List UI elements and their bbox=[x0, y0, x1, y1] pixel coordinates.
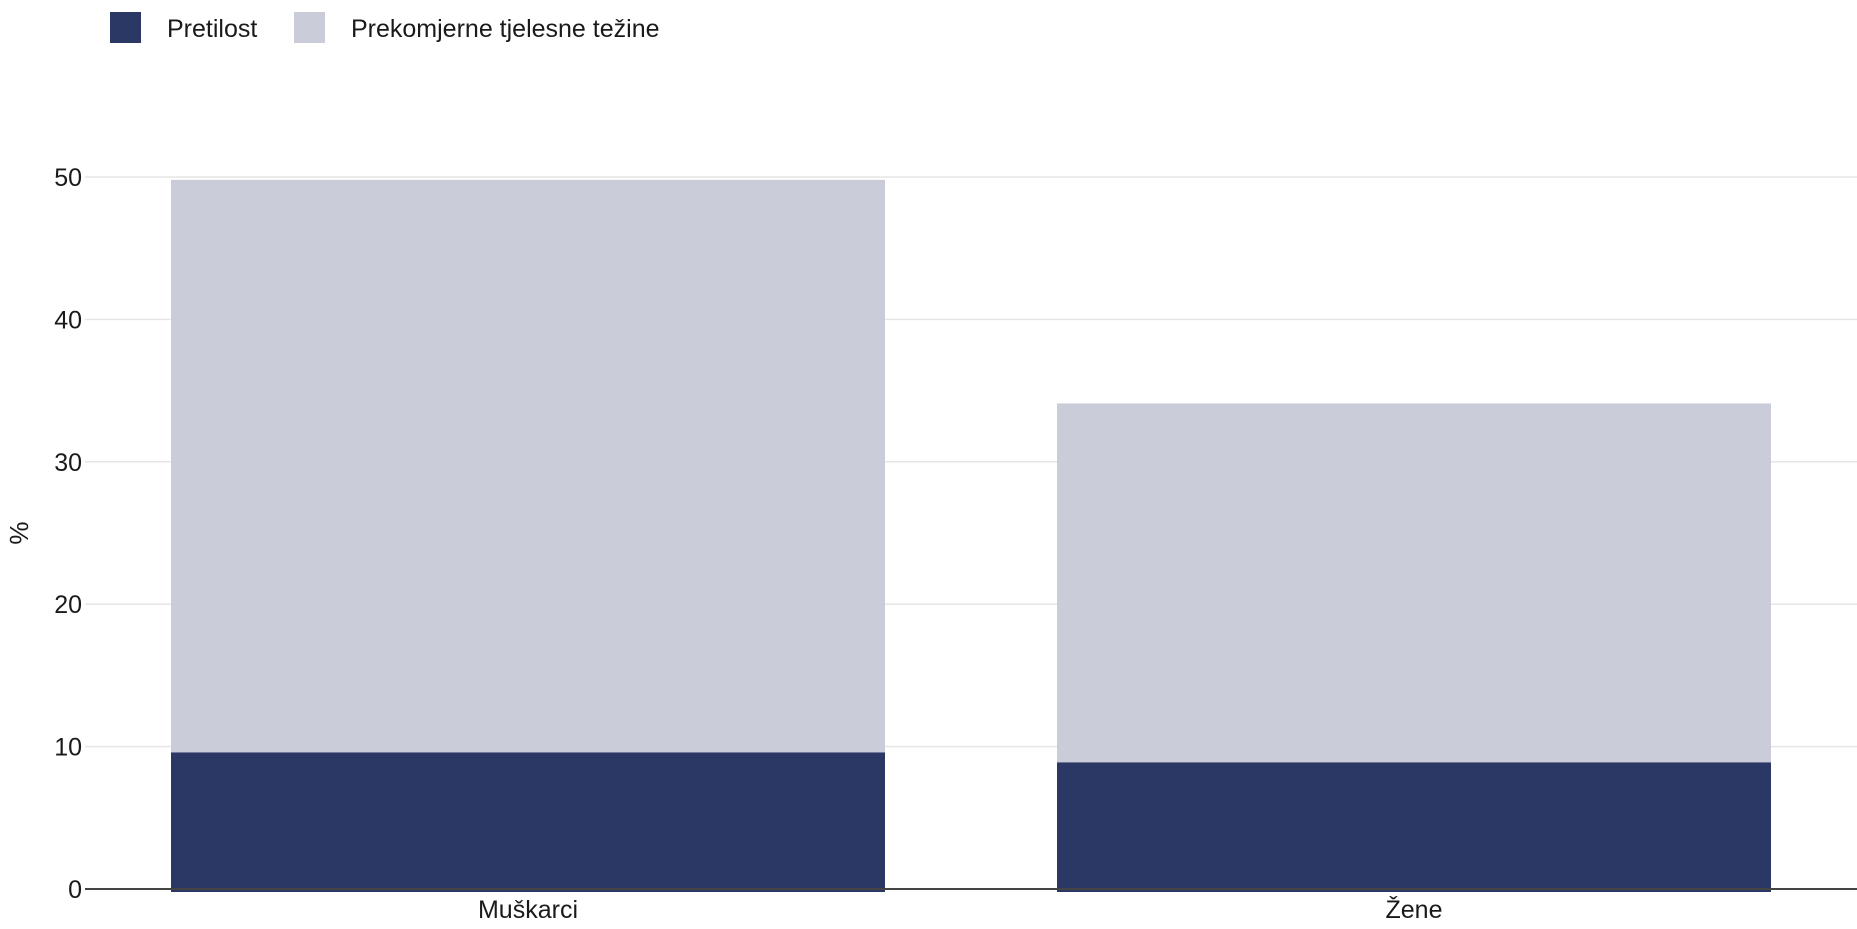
x-tick-label: Žene bbox=[1386, 895, 1443, 924]
y-axis-title: % bbox=[4, 521, 34, 544]
bar-segment bbox=[1057, 403, 1771, 763]
y-tick-label: 30 bbox=[54, 449, 82, 477]
bars bbox=[171, 179, 1771, 892]
y-tick-label: 20 bbox=[54, 591, 82, 619]
legend-swatch bbox=[294, 12, 325, 43]
y-tick-label: 50 bbox=[54, 164, 82, 192]
legend-swatch bbox=[110, 12, 141, 43]
legend-label: Prekomjerne tjelesne težine bbox=[351, 15, 660, 43]
legend: Pretilost Prekomjerne tjelesne težine bbox=[110, 12, 660, 43]
legend-label: Pretilost bbox=[167, 15, 257, 43]
bar-segment bbox=[171, 752, 885, 892]
y-tick-label: 0 bbox=[68, 876, 82, 904]
bar-segment bbox=[171, 179, 885, 753]
y-tick-label: 10 bbox=[54, 734, 82, 762]
y-tick-label: 40 bbox=[54, 306, 82, 334]
x-tick-label: Muškarci bbox=[478, 896, 578, 924]
y-axis-ticks: 0 10 20 30 40 50 bbox=[54, 164, 82, 904]
bar-segment bbox=[1057, 762, 1771, 892]
x-axis-labels: Muškarci Žene bbox=[478, 895, 1443, 924]
